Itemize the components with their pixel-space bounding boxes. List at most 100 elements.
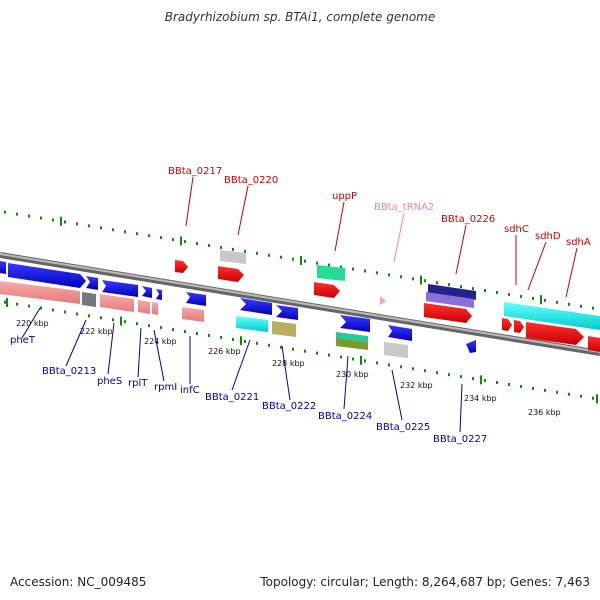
- track-dot: [508, 292, 510, 296]
- track-dot: [76, 222, 78, 226]
- track-dot: [352, 267, 354, 271]
- track-dot: [100, 226, 102, 230]
- track-dot: [292, 347, 294, 351]
- track-dot: [520, 294, 522, 298]
- track-major-tick: [596, 394, 598, 404]
- track-dot: [472, 287, 474, 291]
- gene-label: infC: [180, 385, 200, 396]
- gene-label: sdhC: [504, 224, 529, 235]
- track-dot: [424, 369, 426, 373]
- track-dot: [64, 310, 66, 314]
- track-major-tick: [120, 316, 122, 326]
- gene-arrow: [428, 284, 476, 300]
- gene-label: BBta_0225: [376, 422, 430, 433]
- track-dot: [448, 373, 450, 377]
- track-dot: [244, 249, 246, 253]
- track-dot: [484, 289, 486, 293]
- track-dot: [220, 245, 222, 249]
- gene-arrow: [384, 342, 408, 358]
- gene-arrow: [218, 266, 244, 282]
- track-dot: [388, 363, 390, 367]
- gene-arrow: [175, 260, 188, 273]
- track-dot: [208, 333, 210, 337]
- gene-arrow: [240, 298, 272, 315]
- track-major-tick: [6, 297, 8, 307]
- track-dot: [424, 279, 426, 283]
- label-leader-line: [237, 185, 249, 236]
- track-dot: [136, 322, 138, 326]
- gene-arrow: [317, 265, 345, 281]
- gene-arrow: [156, 289, 162, 300]
- track-dot: [316, 351, 318, 355]
- track-dot: [580, 394, 582, 398]
- gene-label: rplT: [128, 378, 148, 389]
- track-dot: [184, 330, 186, 334]
- track-dot: [40, 306, 42, 310]
- track-dot: [16, 212, 18, 216]
- track-dot: [592, 396, 594, 400]
- label-leader-line: [393, 212, 405, 263]
- gene-arrow: [82, 292, 96, 307]
- track-major-tick: [180, 236, 182, 246]
- gene-label: BBta_0213: [42, 366, 96, 377]
- track-dot: [544, 298, 546, 302]
- gene-arrow: [340, 315, 370, 332]
- track-dot: [460, 285, 462, 289]
- track-dot: [436, 371, 438, 375]
- track-major-tick: [60, 216, 62, 226]
- track-dot: [328, 353, 330, 357]
- forward-features: [0, 250, 600, 352]
- track-dot: [16, 302, 18, 306]
- gene-label: BBta_0220: [224, 175, 278, 186]
- label-leader-line: [334, 201, 345, 252]
- track-dot: [28, 304, 30, 308]
- label-leader-line: [281, 345, 291, 401]
- gene-arrow: [182, 307, 204, 322]
- gene-label: BBta_0222: [262, 401, 316, 412]
- gene-arrow: [152, 302, 158, 315]
- gene-arrow: [102, 280, 138, 297]
- gene-arrow: [186, 292, 206, 306]
- gene-label: uppP: [332, 191, 357, 202]
- track-dot: [64, 220, 66, 224]
- gene-arrow: [426, 292, 474, 308]
- track-dot: [40, 216, 42, 220]
- track-dot: [304, 259, 306, 263]
- track-dot: [268, 343, 270, 347]
- gene-arrow: [86, 276, 98, 290]
- kbp-tick-label: 228 kbp: [272, 359, 305, 368]
- track-dot: [4, 300, 6, 304]
- track-dot: [244, 339, 246, 343]
- track-dot: [4, 210, 6, 214]
- label-leader-line: [565, 247, 578, 298]
- gene-arrow: [100, 294, 134, 312]
- track-dot: [196, 332, 198, 336]
- gene-arrow: [336, 338, 368, 350]
- track-dot: [148, 234, 150, 238]
- kbp-tick-label: 230 kbp: [336, 370, 369, 379]
- track-dot: [172, 328, 174, 332]
- track-dot: [256, 341, 258, 345]
- track-dot: [124, 230, 126, 234]
- gene-arrow: [514, 320, 524, 333]
- track-dot: [400, 365, 402, 369]
- kbp-tick-label: 234 kbp: [464, 394, 497, 403]
- track-dot: [496, 291, 498, 295]
- gene-arrow: [424, 303, 472, 323]
- track-dot: [532, 296, 534, 300]
- gene-arrow: [314, 282, 340, 298]
- gene-arrow: [504, 302, 600, 330]
- track-dot: [220, 335, 222, 339]
- track-dot: [376, 271, 378, 275]
- track-dot: [160, 236, 162, 240]
- label-leader-line: [107, 322, 115, 375]
- track-dot: [448, 283, 450, 287]
- gene-arrow: [466, 340, 476, 353]
- track-dot: [508, 382, 510, 386]
- gene-arrow: [272, 321, 296, 337]
- track-dot: [580, 304, 582, 308]
- track-dot: [484, 379, 486, 383]
- track-dot: [100, 316, 102, 320]
- track-dot: [136, 232, 138, 236]
- track-dot: [112, 318, 114, 322]
